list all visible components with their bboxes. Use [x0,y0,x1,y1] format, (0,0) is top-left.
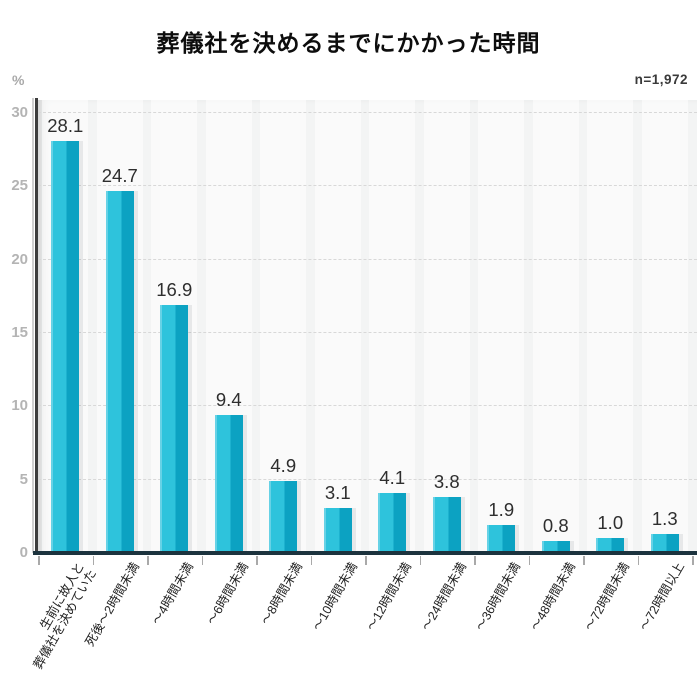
bar [51,140,80,553]
bar [596,538,625,553]
x-axis-tick [310,556,312,565]
bar [269,481,298,553]
x-axis-tick [365,556,367,565]
x-axis-category-label: 〜12時間未満 [364,560,415,634]
category-band [587,100,634,553]
x-axis-category-label: 〜24時間未満 [418,560,469,634]
bar [378,492,407,553]
x-axis-category-label: 〜10時間未満 [309,560,360,634]
x-axis-category-label: 〜48時間未満 [527,560,578,634]
bar [160,305,189,553]
x-axis-category-label: 〜36時間未満 [473,560,524,634]
x-axis-tick [38,556,40,565]
y-axis-tick-label: 10 [11,397,28,415]
x-axis-tick [528,556,530,565]
x-axis-category-label: 生前に故人と 葬儀社を決めていた [31,560,100,672]
x-axis-tick [637,556,639,565]
x-axis-line [33,551,697,555]
x-axis-category-label: 〜6時間未満 [204,560,251,628]
y-axis-tick-label: 0 [19,544,28,561]
gridline [38,405,697,407]
gridline [38,258,697,260]
category-band [423,100,470,553]
bar [541,541,570,553]
y-axis-shadow [32,98,34,553]
x-axis-tick [256,556,258,565]
bar [432,497,461,553]
gridline [38,332,697,333]
x-axis-tick [692,556,694,565]
sample-size-label: n=1,972 [634,72,688,87]
x-axis-tick [147,556,149,565]
bar [323,507,352,553]
x-axis-tick [419,556,421,565]
gridline [38,185,697,187]
x-axis-tick [92,556,94,565]
x-axis-category-label: 〜8時間未満 [258,560,306,628]
gridline [38,112,697,113]
y-axis-tick-label: 20 [11,250,28,268]
category-band [478,100,525,553]
bar [214,415,243,553]
plot-area [38,100,697,553]
category-band [369,100,416,553]
bar [105,190,134,553]
category-band [532,100,579,553]
bar-value-label: 3.1 [324,481,351,503]
bar-value-label: 1.0 [597,512,624,534]
x-axis-category-label: 〜72時間未満 [582,560,633,634]
y-axis-tick-label: 15 [11,324,28,341]
y-axis-line [35,98,38,553]
bar-value-label: 4.9 [270,455,297,477]
x-axis-tick [201,556,203,565]
bar-value-label: 1.3 [651,507,678,529]
bar-value-label: 9.4 [215,389,242,411]
y-axis-unit-label: % [12,72,25,88]
category-band [260,100,307,553]
x-axis-category-label: 〜4時間未満 [149,560,197,628]
gridline [38,478,697,480]
bar-value-label: 0.8 [542,515,569,537]
bar-value-label: 24.7 [101,164,138,186]
bar [487,525,516,553]
bar-value-label: 3.8 [433,471,460,493]
bar-value-label: 28.1 [47,114,84,136]
x-axis-tick [474,556,476,565]
chart-title: 葬儀社を決めるまでにかかった時間 [156,30,541,56]
category-band [641,100,688,553]
bar-value-label: 16.9 [156,279,193,301]
category-band [314,100,361,553]
x-axis-category-label: 〜72時間以上 [636,560,687,634]
bar-value-label: 4.1 [379,466,406,488]
bar [650,533,679,553]
bar-value-label: 1.9 [488,499,515,521]
y-axis-tick-label: 30 [11,104,28,121]
x-axis-tick [583,556,585,565]
y-axis-tick-label: 25 [11,177,28,195]
y-axis-tick-label: 5 [19,470,28,488]
